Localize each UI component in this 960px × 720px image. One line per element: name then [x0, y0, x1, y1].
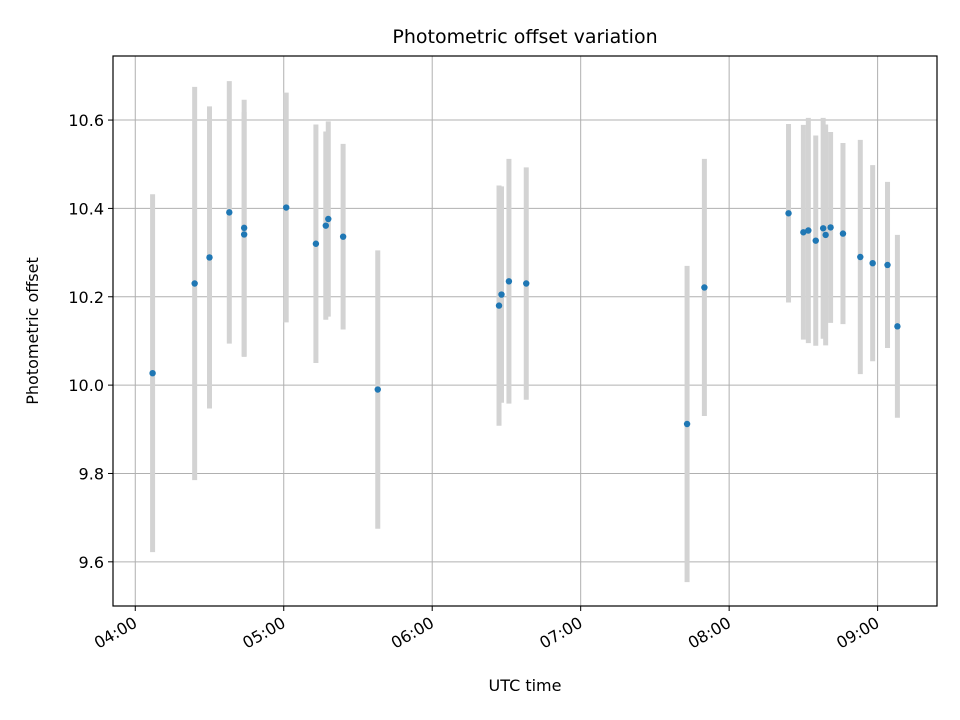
y-tick-label: 10.4 — [68, 199, 104, 218]
plot-frame — [112, 55, 938, 607]
data-point — [857, 253, 864, 261]
data-points — [149, 204, 901, 428]
data-point — [827, 224, 834, 231]
data-point — [869, 259, 876, 267]
data-point — [683, 420, 691, 428]
data-point — [498, 291, 505, 298]
y-tick-label: 9.8 — [79, 464, 104, 483]
data-point — [322, 222, 330, 229]
y-tick-label: 10.0 — [68, 376, 104, 395]
data-point — [240, 231, 248, 238]
data-point — [785, 210, 792, 217]
data-point — [812, 237, 819, 244]
x-axis-ticks: 04:00 05:00 06:00 07:00 08:00 09:00 — [91, 606, 883, 653]
data-point — [339, 233, 347, 240]
data-point — [894, 323, 901, 330]
data-point — [884, 261, 891, 269]
data-point — [505, 278, 513, 285]
data-point — [240, 224, 248, 232]
data-point — [523, 280, 530, 287]
data-point — [206, 254, 213, 261]
data-point — [819, 225, 827, 232]
chart-title: Photometric offset variation — [392, 26, 657, 48]
data-point — [312, 240, 320, 247]
data-point — [325, 215, 332, 223]
data-point — [701, 284, 708, 291]
y-tick-label: 10.6 — [68, 111, 104, 130]
data-point — [283, 204, 290, 211]
data-point — [805, 227, 812, 234]
y-axis-label: Photometric offset — [23, 257, 42, 405]
data-point — [191, 280, 198, 287]
data-point — [226, 209, 233, 216]
data-point — [839, 230, 847, 237]
data-point — [800, 229, 807, 236]
data-point — [374, 386, 381, 393]
y-tick-label: 10.2 — [68, 288, 104, 307]
data-point — [822, 231, 829, 239]
data-point — [495, 302, 503, 309]
y-tick-label: 9.6 — [79, 553, 104, 572]
y-axis-ticks: 9.6 9.8 10.0 10.2 10.4 10.6 — [68, 111, 113, 572]
x-axis-label: UTC time — [489, 676, 562, 695]
data-point — [149, 369, 156, 377]
